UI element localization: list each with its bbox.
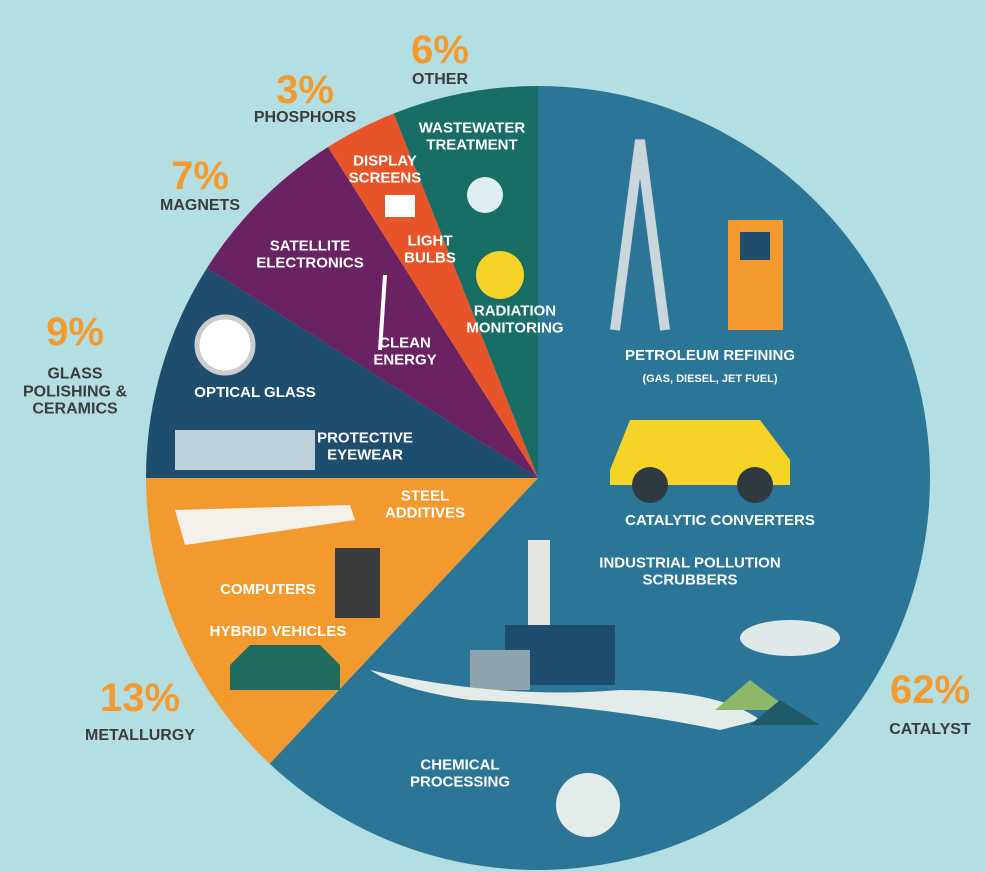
application-label: CHEMICAL PROCESSING (409, 756, 511, 790)
icons (175, 139, 840, 837)
application-label: STEEL ADDITIVES (384, 487, 465, 521)
pie-slice (327, 113, 538, 478)
application-label: LIGHT BULBS (404, 232, 456, 266)
value-label: 13% (99, 676, 181, 720)
pie-slice (146, 478, 538, 764)
pie-slice (207, 147, 539, 479)
value-label: 9% (46, 310, 104, 354)
flask-icon (556, 773, 620, 837)
hill-icon (715, 680, 790, 710)
river-icon (370, 670, 760, 730)
cloud-icon (740, 620, 840, 656)
application-label: CLEAN ENERGY (373, 334, 437, 368)
category-label: CATALYST (889, 721, 971, 739)
chimney-icon (528, 540, 550, 625)
application-label: (GAS, DIESEL, JET FUEL) (642, 372, 778, 385)
value-label: 6% (411, 28, 469, 72)
wheel (632, 467, 668, 503)
category-label: METALLURGY (85, 727, 195, 745)
hill-icon (750, 700, 820, 725)
category-label: PHOSPHORS (253, 109, 357, 127)
value-label: 3% (276, 68, 334, 112)
screen-icon (385, 195, 415, 217)
application-label: DISPLAY SCREENS (348, 152, 422, 186)
value-label: 7% (171, 154, 229, 198)
application-label: RADIATION MONITORING (466, 302, 564, 336)
wheel (737, 467, 773, 503)
value-label: 62% (889, 668, 971, 712)
pump-screen (740, 232, 770, 260)
derrick-icon (610, 139, 670, 331)
goggles-icon (175, 430, 315, 470)
factory-wing (470, 650, 530, 690)
application-label: SATELLITE ELECTRONICS (256, 237, 364, 271)
pie-slice (146, 267, 538, 478)
application-label: HYBRID VEHICLES (209, 622, 347, 640)
magnifier-icon (194, 314, 256, 376)
turbine-icon (378, 274, 387, 351)
application-label: OPTICAL GLASS (194, 383, 316, 401)
radiation-icon (476, 251, 524, 299)
pie-slice (393, 86, 538, 478)
plane-icon (175, 505, 355, 545)
application-label: CATALYTIC CONVERTERS (625, 511, 815, 529)
hybrid-car-icon (230, 645, 340, 690)
application-label: COMPUTERS (220, 580, 316, 598)
drop-icon (467, 177, 503, 213)
server-icon (335, 548, 380, 618)
application-label: PETROLEUM REFINING (624, 346, 795, 364)
category-label: OTHER (412, 71, 468, 89)
category-label: MAGNETS (160, 197, 240, 215)
application-label: INDUSTRIAL POLLUTION SCRUBBERS (599, 554, 781, 588)
application-label: PROTECTIVE EYEWEAR (317, 429, 413, 463)
category-label: GLASS POLISHING & CERAMICS (22, 365, 127, 418)
application-label: WASTEWATER TREATMENT (418, 119, 526, 153)
